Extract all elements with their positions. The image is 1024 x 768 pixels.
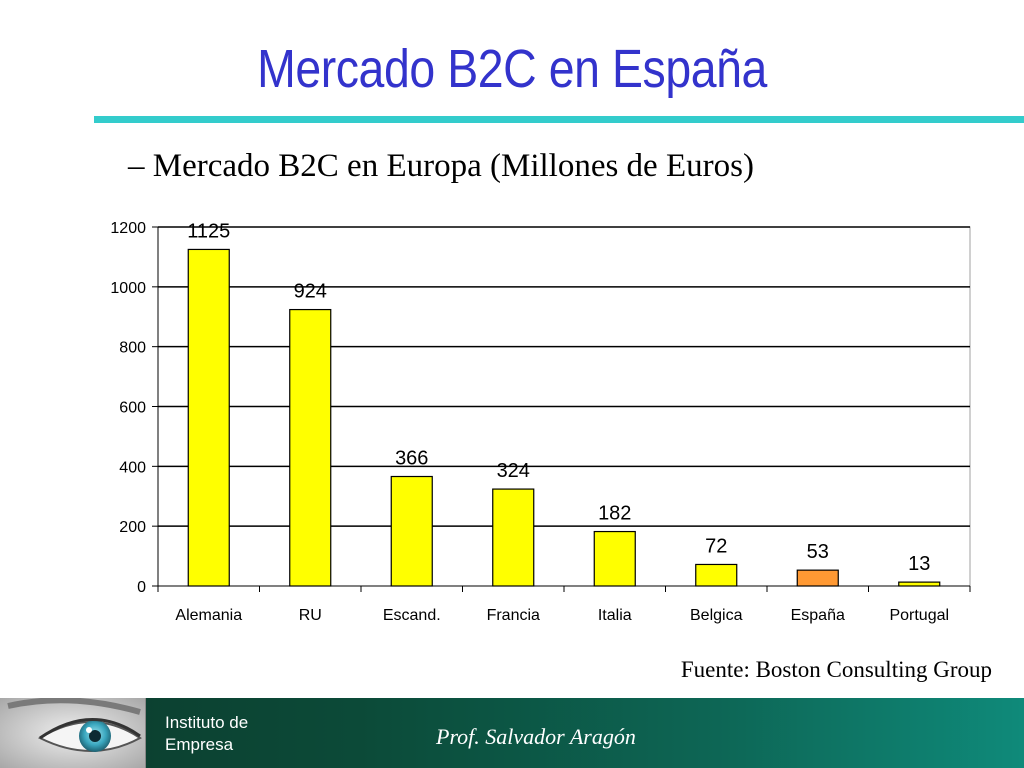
bar-españa (796, 569, 839, 587)
x-tick-label: Francia (487, 607, 540, 624)
x-tick-label: RU (299, 607, 322, 624)
data-label: 924 (294, 281, 327, 303)
x-tick-label: Escand. (383, 607, 441, 624)
institute-line-1: Instituto de (165, 713, 249, 732)
bar-escand (390, 475, 433, 587)
x-tick-labels: Alemania RU Escand. Francia Italia Belgica Esp… (175, 607, 949, 624)
data-label: 366 (395, 448, 428, 470)
bar-alemania (187, 248, 230, 587)
source-note: Fuente: Boston Consulting Group (680, 657, 992, 682)
bar-italia (593, 530, 636, 587)
data-label: 72 (705, 535, 727, 557)
x-tick-label: Alemania (175, 607, 242, 624)
slide-title: Mercado B2C en España (257, 39, 767, 99)
x-tick-label: Italia (598, 607, 632, 624)
title-rule (94, 116, 1024, 123)
author-name: Prof. Salvador Aragón (436, 724, 636, 749)
institute-name: Instituto de Empresa (165, 712, 315, 756)
bar-belgica (695, 563, 738, 587)
data-label: 1125 (187, 220, 230, 242)
data-label: 53 (807, 541, 829, 563)
data-label: 182 (598, 503, 631, 525)
y-tick-label: 200 (119, 519, 146, 536)
x-tick-label: Portugal (889, 607, 949, 624)
footer-bar (0, 698, 1024, 768)
data-labels: 1125 924 366 324 182 72 53 13 (187, 220, 930, 575)
y-tick-labels: 0 200 400 600 800 1000 1200 (110, 220, 146, 596)
bar-francia (492, 488, 535, 587)
y-tick-label: 0 (137, 579, 146, 596)
data-label: 324 (497, 460, 530, 482)
x-tick-label: España (791, 607, 845, 624)
bar-portugal (898, 581, 941, 587)
y-tick-label: 400 (119, 459, 146, 476)
eye-logo (0, 698, 146, 768)
y-tick-label: 1200 (110, 220, 146, 237)
y-tick-label: 1000 (110, 280, 146, 297)
data-label: 13 (908, 553, 930, 575)
y-tick-label: 800 (119, 340, 146, 357)
slide-subtitle: – Mercado B2C en Europa (Millones de Eur… (128, 148, 754, 184)
x-tick-label: Belgica (690, 607, 743, 624)
bar-ru (289, 308, 332, 587)
bar-chart: 0 200 400 600 800 1000 1200 1125 924 366 324 182 72… (110, 220, 971, 624)
bars (187, 248, 941, 587)
eye-icon (0, 698, 145, 768)
institute-line-2: Empresa (165, 735, 234, 754)
y-tick-label: 600 (119, 400, 146, 417)
